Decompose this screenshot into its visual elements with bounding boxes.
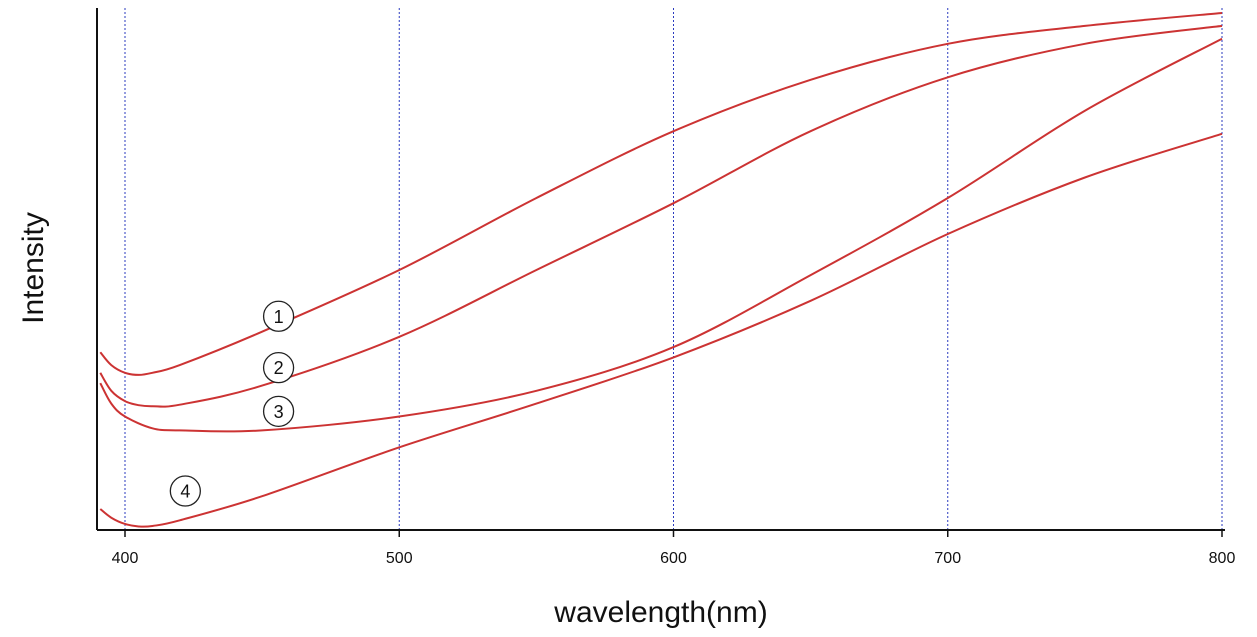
series-line-1 bbox=[99, 12, 1223, 376]
y-axis-title: Intensity bbox=[17, 212, 50, 324]
series-line-3 bbox=[99, 37, 1223, 433]
series-line-4 bbox=[99, 132, 1223, 528]
curve-label-1: 1 bbox=[262, 300, 295, 332]
series-lines bbox=[99, 12, 1223, 528]
curve-label-number: 3 bbox=[274, 402, 284, 422]
curve-label-number: 1 bbox=[274, 307, 284, 327]
grid-lines bbox=[124, 8, 1223, 530]
curve-label-circle bbox=[262, 352, 295, 384]
curve-label-circle bbox=[169, 475, 201, 507]
series-line-2 bbox=[99, 24, 1223, 408]
curve-label-number: 4 bbox=[180, 482, 190, 502]
curve-label-circle bbox=[262, 300, 295, 332]
curve-labels: 1 2 3 4 bbox=[169, 300, 295, 507]
x-tick-label: 500 bbox=[386, 550, 413, 567]
curve-label-3: 3 bbox=[262, 395, 295, 428]
x-tick-label: 400 bbox=[112, 550, 139, 567]
x-ticks: 400 500 600 700 800 bbox=[112, 530, 1236, 567]
x-axis-title: wavelength(nm) bbox=[553, 596, 767, 629]
x-tick-label: 700 bbox=[934, 550, 961, 567]
x-tick-label: 800 bbox=[1209, 550, 1236, 567]
curve-label-number: 2 bbox=[274, 358, 284, 378]
curve-label-2: 2 bbox=[262, 352, 295, 384]
x-tick-label: 600 bbox=[660, 550, 687, 567]
curve-label-circle bbox=[262, 395, 295, 428]
curve-label-4: 4 bbox=[169, 475, 201, 507]
